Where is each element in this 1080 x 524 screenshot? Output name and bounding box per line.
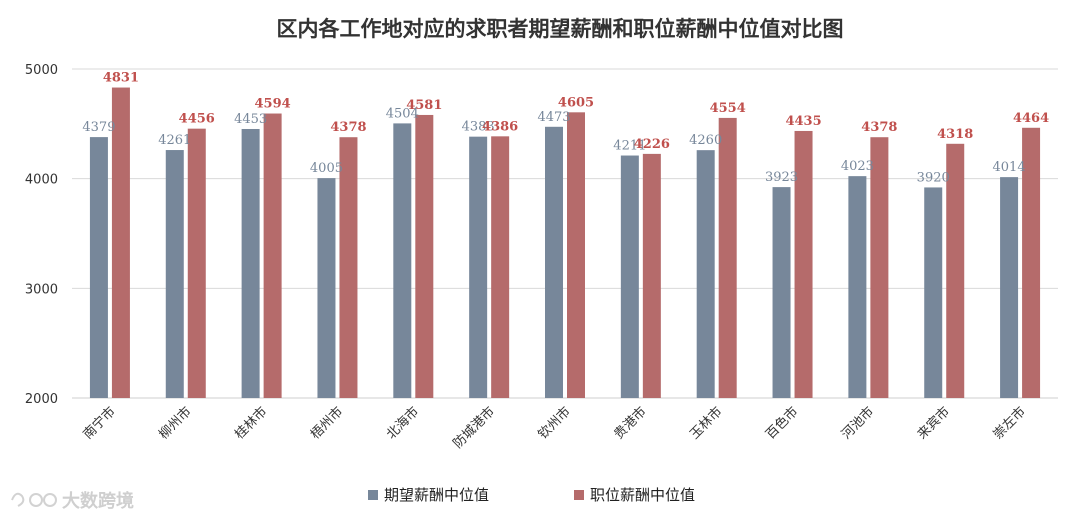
x-tick-label: 来宾市 [914,404,953,443]
legend: 期望薪酬中位值 职位薪酬中位值 [368,486,695,504]
bars [89,87,1041,399]
data-label-job-salary: 4456 [179,112,215,127]
bar-job-salary [794,130,813,398]
x-tick-label: 南宁市 [80,404,119,443]
data-label-expected-salary: 3923 [765,170,798,185]
gridlines [72,68,1058,289]
data-label-job-salary: 4464 [1013,111,1049,126]
x-axis-tick-labels: 南宁市 柳州市 桂林市 梧州市 北海市 防城港市 钦州市 贵港市 玉林市 百色市 河池市 来宾市 崇左市 [80,404,1029,452]
bar-job-salary [263,113,282,399]
data-label-expected-salary: 4260 [689,133,722,148]
data-label-expected-salary: 4211 [613,139,646,154]
bar-job-salary [187,128,206,398]
x-tick-label: 钦州市 [535,404,574,443]
bar-job-salary [339,137,358,399]
data-label-expected-salary: 4014 [993,160,1026,175]
bar-job-salary [111,87,130,399]
y-tick-label: 2000 [25,392,58,407]
x-tick-label: 梧州市 [307,404,346,443]
data-label-job-salary: 4378 [330,120,366,135]
watermark-logo-icon [11,492,57,507]
y-axis-tick-labels: 2000 3000 4000 5000 [25,63,58,407]
x-tick-label: 崇左市 [990,404,1029,443]
bar-expected-salary [696,150,715,398]
data-label-job-salary: 4605 [558,95,594,110]
bar-expected-salary [241,128,260,398]
data-label-job-salary: 4831 [103,71,139,86]
watermark-text: 大数跨境 [62,490,134,512]
legend-swatch-job-salary [574,490,584,500]
legend-label-expected-salary: 期望薪酬中位值 [384,486,489,504]
bar-job-salary [415,114,434,399]
chart-title: 区内各工作地对应的求职者期望薪酬和职位薪酬中位值对比图 [277,17,844,41]
x-tick-label: 北海市 [383,404,422,443]
bar-expected-salary [620,155,639,398]
data-label-job-salary: 4386 [482,119,518,134]
data-label-expected-salary: 4379 [82,120,115,135]
bar-job-salary [870,137,889,399]
bar-expected-salary [924,187,943,398]
data-label-job-salary: 4581 [406,98,442,113]
bar-job-salary [642,153,661,398]
bar-expected-salary [393,123,412,399]
data-label-expected-salary: 3920 [917,170,950,185]
data-label-expected-salary: 4383 [462,120,495,135]
watermark: 大数跨境 [11,490,134,512]
bar-expected-salary [469,136,488,398]
bar-expected-salary [89,137,108,398]
x-tick-label: 桂林市 [232,404,271,443]
bar-expected-salary [848,176,867,398]
data-label-job-salary: 4318 [937,127,973,142]
data-label-expected-salary: 4023 [841,159,874,174]
x-tick-label: 玉林市 [687,404,726,443]
bar-expected-salary [1000,177,1019,398]
data-label-job-salary: 4378 [861,120,897,135]
x-tick-label: 贵港市 [611,404,650,443]
x-tick-label: 百色市 [762,404,801,443]
data-label-expected-salary: 4261 [158,133,191,148]
bar-job-salary [491,136,510,398]
data-label-expected-salary: 4473 [537,110,570,125]
x-tick-label: 柳州市 [156,404,195,443]
data-label-job-salary: 4594 [255,97,291,112]
data-label-expected-salary: 4453 [234,112,267,127]
bar-expected-salary [165,150,184,398]
data-label-job-salary: 4226 [634,137,670,152]
bar-expected-salary [317,178,336,398]
x-tick-label: 河池市 [838,404,877,443]
y-tick-label: 4000 [25,173,58,188]
legend-swatch-expected-salary [368,490,378,500]
bar-job-salary [718,117,737,399]
bar-job-salary [1022,127,1041,398]
bar-expected-salary [545,126,563,398]
y-tick-label: 5000 [25,63,58,78]
x-tick-label: 防城港市 [450,404,498,452]
y-tick-label: 3000 [25,282,58,297]
data-label-job-salary: 4435 [785,114,821,129]
data-label-expected-salary: 4504 [386,106,419,121]
data-label-expected-salary: 4005 [310,161,343,176]
data-label-job-salary: 4554 [710,101,746,116]
bar-expected-salary [772,187,791,398]
bar-job-salary [567,112,585,399]
bar-job-salary [946,143,965,398]
legend-label-job-salary: 职位薪酬中位值 [590,486,695,504]
